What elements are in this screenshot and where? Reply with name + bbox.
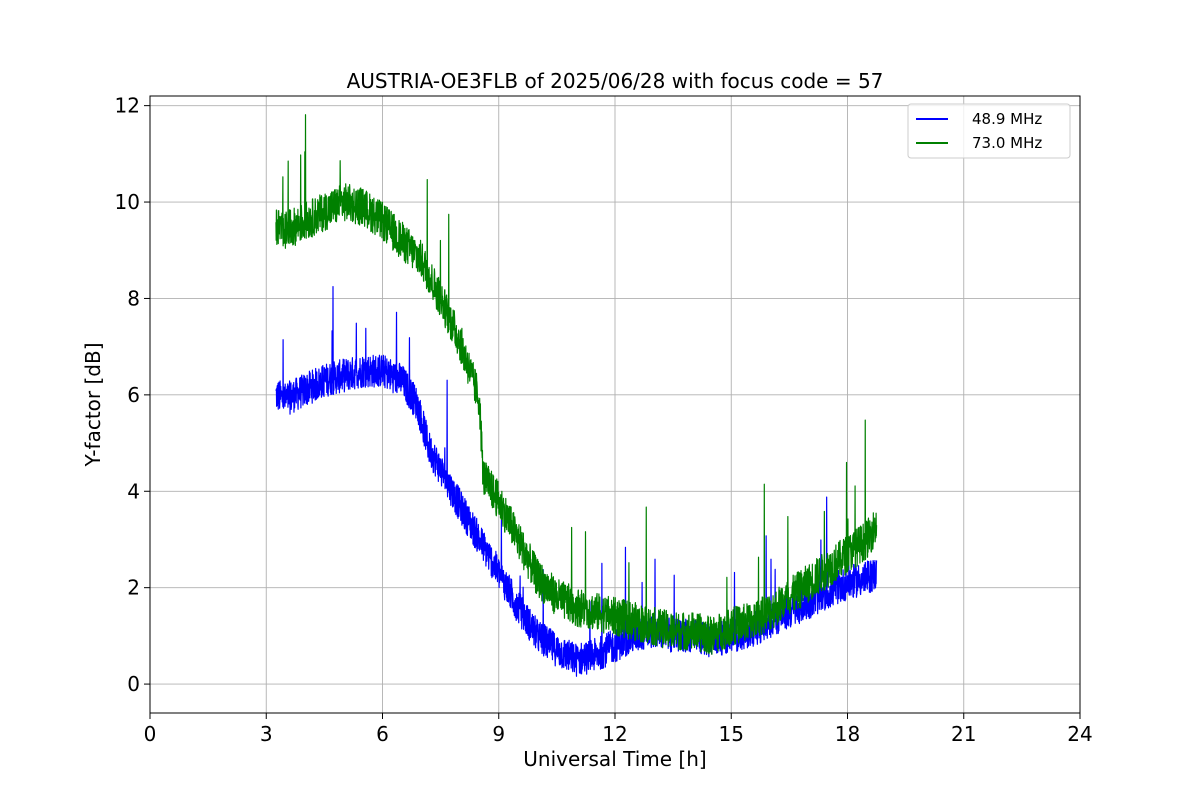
y-tick-label: 6 xyxy=(127,383,140,407)
y-tick-label: 8 xyxy=(127,286,140,310)
legend-label: 48.9 MHz xyxy=(972,110,1042,128)
x-axis-label: Universal Time [h] xyxy=(523,747,706,771)
x-tick-label: 6 xyxy=(376,722,389,746)
x-tick-label: 0 xyxy=(144,722,157,746)
series-layer xyxy=(275,114,878,677)
y-axis-label: Y-factor [dB] xyxy=(81,342,105,467)
x-tick-label: 12 xyxy=(602,722,627,746)
grid xyxy=(149,96,1081,713)
x-tick-label: 3 xyxy=(260,722,273,746)
y-tick-label: 4 xyxy=(127,479,140,503)
y-tick-label: 12 xyxy=(115,94,140,118)
x-tick-label: 9 xyxy=(492,722,505,746)
x-tick-label: 24 xyxy=(1067,722,1092,746)
x-tick-label: 18 xyxy=(835,722,860,746)
legend-label: 73.0 MHz xyxy=(972,134,1042,152)
y-tick-label: 10 xyxy=(115,190,140,214)
legend: 48.9 MHz 73.0 MHz xyxy=(907,103,1071,159)
y-tick-label: 2 xyxy=(127,576,140,600)
series-line-1 xyxy=(275,114,878,655)
y-tick-label: 0 xyxy=(127,672,140,696)
x-tick-label: 21 xyxy=(951,722,976,746)
x-tick-label: 15 xyxy=(719,722,744,746)
legend-box xyxy=(907,103,1071,159)
chart-title: AUSTRIA-OE3FLB of 2025/06/28 with focus … xyxy=(347,69,884,93)
